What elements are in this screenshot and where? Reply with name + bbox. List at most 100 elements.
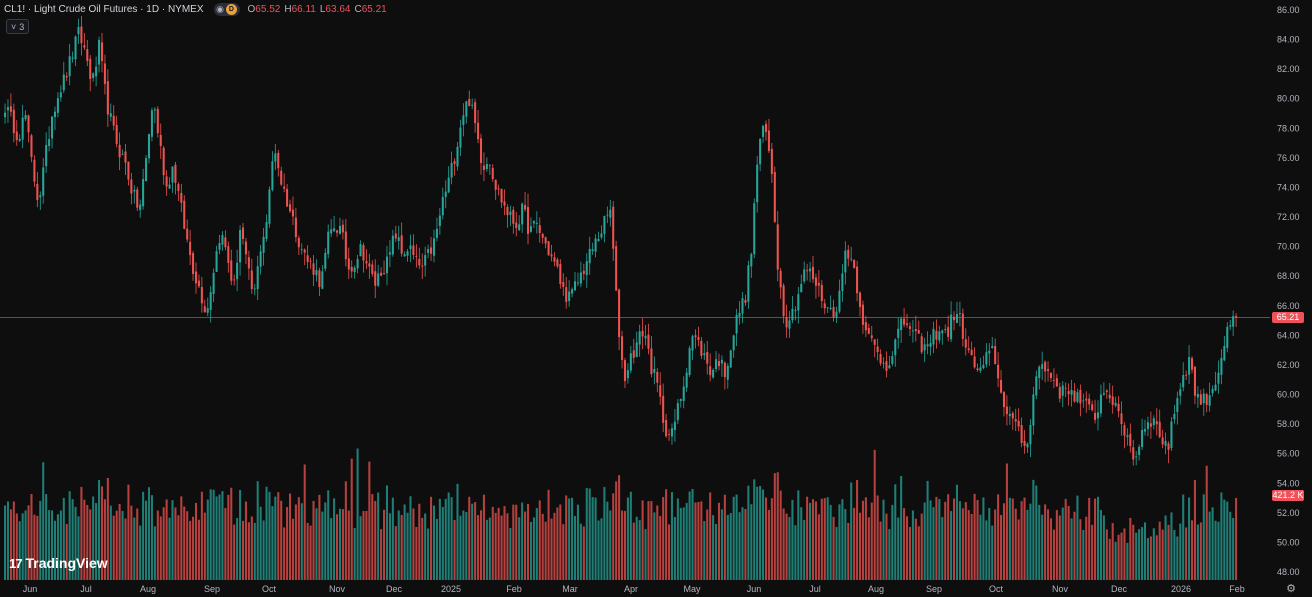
- visibility-toggle[interactable]: ◉ D: [213, 2, 240, 16]
- volume-bar: [1214, 520, 1217, 580]
- volume-bar: [327, 490, 330, 580]
- candle-body: [1146, 422, 1149, 430]
- volume-bar: [885, 513, 888, 580]
- candle-body: [1108, 394, 1111, 399]
- candle-body: [127, 161, 130, 180]
- volume-bar: [1017, 519, 1020, 580]
- volume-bar: [644, 529, 647, 580]
- volume-bar: [244, 501, 247, 580]
- candle-body: [908, 326, 911, 329]
- gear-icon[interactable]: ⚙: [1286, 583, 1296, 595]
- volume-bar: [879, 521, 882, 580]
- volume-bar: [168, 517, 171, 580]
- volume-bar: [850, 482, 853, 580]
- candle-body: [306, 255, 309, 262]
- volume-bar: [92, 496, 95, 580]
- volume-bar: [288, 493, 292, 580]
- candle-body: [65, 76, 68, 78]
- candle-body: [903, 318, 906, 325]
- volume-bar: [432, 505, 436, 580]
- volume-bar: [450, 497, 453, 580]
- volume-bar: [673, 517, 676, 580]
- tradingview-logo[interactable]: 17 TradingView: [9, 555, 108, 571]
- volume-bar: [753, 479, 756, 580]
- candle-body: [662, 395, 665, 423]
- candle-body: [89, 58, 92, 79]
- candle-body: [623, 360, 626, 382]
- volume-bar: [756, 486, 759, 580]
- candle-body: [729, 350, 732, 368]
- x-tick-label: Nov: [329, 584, 346, 594]
- volume-bar: [1073, 511, 1076, 580]
- candle-body: [371, 264, 374, 274]
- close-key: C: [354, 3, 362, 15]
- time-axis[interactable]: Jun Jul Aug Sep Oct Nov Dec 2025 Feb Mar Apr May Jun…: [23, 584, 1245, 594]
- candle-body: [365, 261, 368, 264]
- candle-body: [621, 336, 624, 360]
- candle-body: [468, 98, 471, 106]
- last-price-tag: 65.21: [1272, 311, 1304, 323]
- candle-body: [735, 314, 738, 334]
- candle-body: [867, 327, 870, 334]
- volume-bar: [435, 518, 438, 580]
- candle-body: [773, 171, 776, 222]
- candle-body: [1164, 440, 1167, 446]
- candle-body: [438, 215, 441, 226]
- volume-bar: [312, 500, 315, 580]
- candle-body: [209, 292, 212, 310]
- indicators-collapse-button[interactable]: ˅ 3: [6, 19, 30, 34]
- volume-bar: [121, 510, 124, 580]
- candle-body: [747, 265, 750, 302]
- volume-bar: [803, 520, 806, 580]
- volume-bar: [515, 504, 518, 580]
- volume-bar: [729, 512, 732, 580]
- candle-body: [950, 314, 953, 340]
- candle-body: [647, 334, 650, 349]
- candle-body: [241, 227, 245, 239]
- candle-body: [1199, 394, 1202, 405]
- candle-body: [953, 316, 956, 321]
- y-tick-label: 74.00: [1277, 182, 1300, 192]
- candle-body: [885, 361, 888, 371]
- candle-body: [794, 310, 797, 312]
- volume-bar: [74, 506, 77, 580]
- volume-bar: [679, 508, 682, 580]
- candle-body: [286, 188, 289, 207]
- candle-body: [712, 369, 715, 378]
- candle-body: [106, 81, 109, 115]
- volume-bar: [1020, 501, 1023, 580]
- volume-bar: [80, 486, 83, 580]
- volume-bar: [785, 513, 788, 580]
- volume-bar: [283, 527, 286, 580]
- candle-body: [1000, 380, 1003, 393]
- volume-bar: [250, 516, 253, 580]
- volume-bar: [1235, 497, 1238, 580]
- candle-body: [359, 244, 362, 257]
- candle-body: [321, 271, 324, 289]
- volume-bar: [835, 527, 838, 580]
- candle-body: [24, 115, 27, 120]
- candle-body: [744, 299, 747, 303]
- candle-body: [121, 154, 124, 156]
- candle-body: [341, 224, 344, 233]
- volume-bar: [1193, 480, 1196, 580]
- candle-body: [1223, 345, 1226, 361]
- volume-bar: [271, 506, 274, 580]
- volume-bar: [961, 508, 964, 580]
- volume-bar: [582, 526, 585, 580]
- volume-bar: [606, 501, 609, 580]
- volume-bar: [1164, 515, 1167, 580]
- candle-body: [609, 209, 612, 218]
- volume-bar: [1158, 521, 1161, 580]
- symbol-title[interactable]: CL1! · Light Crude Oil Futures · 1D · NY…: [4, 3, 204, 15]
- volume-bar: [174, 507, 177, 580]
- candle-body: [74, 36, 77, 60]
- candle-body: [756, 164, 759, 203]
- volume-bar: [717, 502, 721, 580]
- candle-body: [444, 191, 447, 198]
- volume-bar: [1088, 497, 1091, 580]
- candle-body: [12, 109, 15, 134]
- price-axis[interactable]: 48.00 50.00 52.00 54.00 56.00 58.00 60.00 62.00…: [1277, 5, 1300, 577]
- volume-bar: [274, 496, 277, 580]
